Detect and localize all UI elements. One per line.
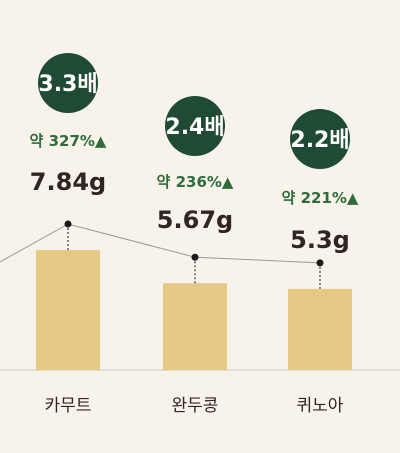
multiplier-badge-0 (38, 53, 98, 113)
increase-label-1: 약 236%▲ (157, 173, 234, 191)
value-label-0: 7.84g (30, 168, 106, 196)
multiplier-badge-2 (290, 109, 350, 169)
bar-0 (36, 250, 100, 370)
bar-1 (163, 283, 227, 370)
value-label-1: 5.67g (157, 206, 233, 234)
category-label-0: 카무트 (45, 396, 92, 416)
bars-layer (0, 250, 400, 371)
multiplier-label-1: 2.4배 (165, 115, 224, 140)
multiplier-badge-1 (165, 96, 225, 156)
multiplier-label-2: 2.2배 (290, 128, 349, 153)
bar-2 (288, 288, 352, 370)
labels-layer: 3.3배약 327%▲ 7.84g 카무트 2.4배약 236%▲ 5.67g 완두콩 2.… (30, 53, 359, 416)
data-point-0 (64, 220, 72, 228)
category-label-2: 퀴노아 (297, 396, 344, 416)
category-label-1: 완두콩 (172, 396, 219, 416)
multiplier-label-0: 3.3배 (38, 72, 97, 97)
data-point-2 (316, 259, 324, 267)
trend-line (0, 223, 321, 264)
increase-label-2: 약 221%▲ (282, 189, 359, 207)
data-point-1 (191, 253, 199, 261)
increase-label-0: 약 327%▲ (30, 132, 107, 150)
value-label-2: 5.3g (290, 226, 350, 254)
trend-line-layer (0, 220, 324, 289)
